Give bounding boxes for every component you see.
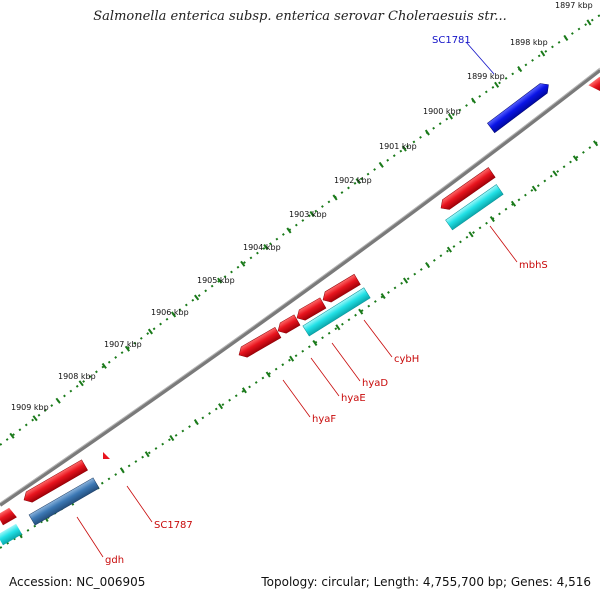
gene-sc1781[interactable]: [487, 80, 552, 134]
gene-right-edge[interactable]: [588, 76, 600, 95]
gene-hyaf[interactable]: [236, 326, 282, 360]
label-gdh[interactable]: gdh: [105, 555, 124, 566]
gene-hyad[interactable]: [294, 297, 327, 323]
inner-ruler-tick: [335, 324, 341, 331]
outer-ruler-tick: [78, 380, 84, 387]
inner-ruler-tick: [144, 451, 150, 458]
outer-ruler-tick: [286, 227, 292, 234]
tick-labels: 1897 kbp 1898 kbp 1899 kbp 1900 kbp 1901…: [11, 1, 593, 412]
outer-ruler-tick: [540, 50, 546, 57]
tick-label-1903: 1903 kbp: [289, 210, 327, 219]
outer-ruler-tick: [586, 19, 592, 26]
inner-ruler-tick: [380, 293, 386, 300]
outer-ruler-tick: [170, 311, 177, 318]
gene-hyae[interactable]: [275, 314, 301, 336]
outer-ruler-tick: [55, 397, 61, 404]
inner-ruler-tick: [489, 216, 495, 223]
label-hyaf[interactable]: hyaF: [312, 414, 336, 425]
inner-ruler-tick: [572, 155, 579, 162]
tick-label-1897: 1897 kbp: [555, 1, 593, 10]
outer-ruler-tick: [563, 34, 569, 41]
inner-ruler-tick: [312, 339, 318, 346]
inner-ruler-tick: [425, 262, 431, 269]
leader-cybh: [363, 319, 393, 358]
label-mbhs[interactable]: mbhS: [519, 260, 548, 271]
outer-ruler-tick: [470, 97, 477, 104]
outer-ruler-tick: [378, 161, 384, 168]
label-hyae[interactable]: hyaE: [341, 393, 366, 404]
label-sc1787[interactable]: SC1787: [154, 520, 193, 531]
outer-ruler-tick: [194, 294, 200, 301]
genome-backbone: [0, 68, 600, 507]
outer-ruler-tick: [494, 81, 500, 88]
gene-gdh[interactable]: [28, 477, 100, 526]
inner-ruler-tick: [402, 277, 409, 284]
leader-hyaf: [282, 379, 311, 418]
outer-ruler-tick: [217, 277, 223, 284]
tick-label-1905: 1905 kbp: [197, 276, 235, 285]
gene-sc1787[interactable]: [103, 452, 110, 459]
genome-title: Salmonella enterica subsp. enterica sero…: [93, 9, 507, 24]
tick-label-1898: 1898 kbp: [510, 38, 548, 47]
tick-label-1900: 1900 kbp: [423, 107, 461, 116]
leader-mbhs: [489, 225, 518, 263]
inner-ruler-tick: [119, 467, 125, 474]
outer-ruler-tick: [401, 145, 407, 152]
outer-ruler-tick: [101, 362, 107, 369]
outer-major-ticks: [9, 19, 592, 439]
leader-hyae: [310, 357, 340, 397]
tick-label-1901: 1901 kbp: [379, 142, 417, 151]
outer-ruler-tick: [355, 178, 361, 185]
outer-ruler-tick: [332, 194, 338, 201]
outer-ruler-tick: [263, 244, 269, 251]
inner-ruler-tick: [446, 246, 453, 253]
inner-ruler-tick: [169, 435, 175, 442]
gene-hya-red-4[interactable]: [320, 273, 361, 305]
outer-ruler-tick: [424, 129, 430, 136]
outer-ruler-tick: [240, 260, 246, 267]
tick-label-1906: 1906 kbp: [151, 308, 189, 317]
gene-red-lower[interactable]: [21, 459, 88, 505]
tick-label-1904: 1904 kbp: [243, 243, 281, 252]
inner-ruler-tick: [552, 170, 558, 177]
leader-gdh: [76, 516, 104, 558]
outer-ruler-tick: [9, 432, 15, 439]
inner-ruler-tick: [510, 200, 517, 207]
outer-ruler-tick: [32, 415, 38, 422]
gene-red-edge-left[interactable]: [0, 507, 17, 526]
outer-ruler-tick: [447, 113, 454, 120]
inner-ruler-tick: [193, 419, 199, 426]
gene-red-mbh[interactable]: [438, 167, 496, 213]
outer-ruler-tick: [517, 66, 523, 73]
inner-ruler-tick: [531, 185, 537, 192]
inner-ruler-tick: [358, 308, 364, 315]
outer-ruler-tick: [309, 210, 315, 217]
label-sc1781[interactable]: SC1781: [432, 35, 471, 46]
tick-label-1899: 1899 kbp: [467, 72, 505, 81]
tick-label-1902: 1902 kbp: [334, 176, 372, 185]
inner-ruler-tick: [468, 231, 474, 238]
leader-sc1781: [465, 41, 495, 75]
outer-ruler-tick: [147, 328, 154, 335]
tick-label-1908: 1908 kbp: [58, 372, 96, 381]
inner-ruler-tick: [218, 403, 224, 410]
inner-ruler-tick: [241, 387, 247, 394]
outer-ruler-tick: [124, 345, 130, 352]
accession-text: Accession: NC_006905: [9, 575, 146, 589]
gene-cybh[interactable]: [302, 287, 371, 337]
label-cybh[interactable]: cybH: [394, 354, 419, 365]
gene-mbhs[interactable]: [445, 184, 504, 231]
gene-cyan-edge-left[interactable]: [0, 523, 23, 546]
leader-sc1787: [126, 485, 153, 523]
topology-summary: Topology: circular; Length: 4,755,700 bp…: [261, 575, 591, 589]
label-hyad[interactable]: hyaD: [362, 378, 388, 389]
inner-ruler-tick: [592, 140, 599, 147]
tick-label-1907: 1907 kbp: [104, 340, 142, 349]
leader-hyad: [331, 342, 361, 382]
inner-ruler-tick: [289, 355, 295, 362]
tick-label-1909: 1909 kbp: [11, 403, 49, 412]
inner-ruler-tick: [265, 371, 271, 378]
